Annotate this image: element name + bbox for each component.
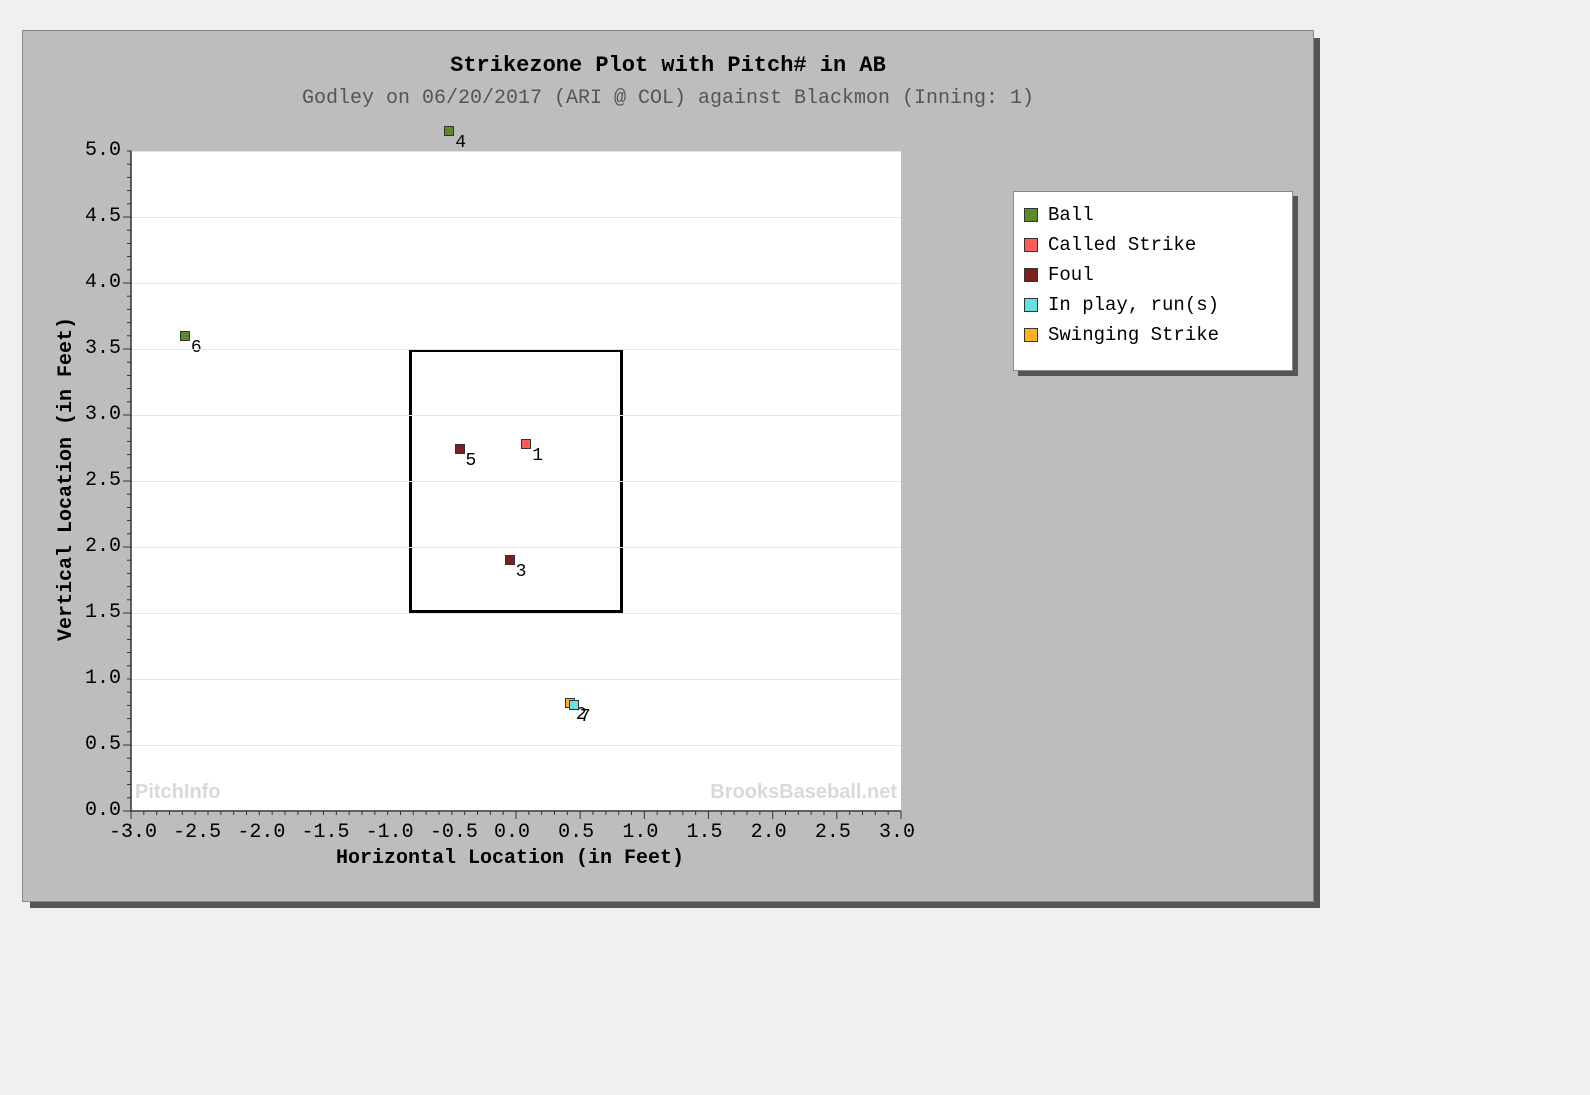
x-tick-label: 0.0 [494,821,530,844]
y-tick-label: 2.0 [85,535,121,558]
legend-item: Foul [1024,260,1278,290]
y-tick-label: 5.0 [85,139,121,162]
grid-line [131,415,901,416]
legend: Ball Called Strike Foul In play, run(s) Swin… [1013,191,1293,371]
pitch-label: 7 [580,707,591,727]
pitch-marker [505,555,515,565]
y-tick-label: 0.0 [85,799,121,822]
grid-line [131,811,901,812]
legend-label: Ball [1048,204,1094,226]
y-tick-label: 2.5 [85,469,121,492]
x-tick-label: -2.0 [237,821,285,844]
legend-label: Called Strike [1048,234,1196,256]
pitch-marker [569,700,579,710]
grid-line [131,547,901,548]
grid-line [131,283,901,284]
x-tick-label: 1.5 [687,821,723,844]
legend-swatch [1024,298,1038,312]
legend-item: In play, run(s) [1024,290,1278,320]
x-axis-label: Horizontal Location (in Feet) [336,847,684,870]
x-tick-label: -2.5 [173,821,221,844]
legend-swatch [1024,238,1038,252]
grid-line [131,679,901,680]
y-tick-label: 3.5 [85,337,121,360]
grid-line [131,151,901,152]
grid-line [131,613,901,614]
pitch-label: 3 [516,562,527,582]
pitch-marker [521,439,531,449]
legend-label: In play, run(s) [1048,294,1219,316]
legend-item: Ball [1024,200,1278,230]
x-tick-label: 3.0 [879,821,915,844]
legend-swatch [1024,268,1038,282]
x-tick-label: 1.0 [622,821,658,844]
legend-swatch [1024,208,1038,222]
chart-subtitle: Godley on 06/20/2017 (ARI @ COL) against… [23,87,1313,110]
pitch-label: 6 [191,338,202,358]
y-tick-label: 4.0 [85,271,121,294]
pitch-marker [444,126,454,136]
x-tick-label: 0.5 [558,821,594,844]
x-tick-label: -1.5 [302,821,350,844]
chart-panel: Strikezone Plot with Pitch# in AB Godley… [22,30,1314,902]
x-tick-label: -3.0 [109,821,157,844]
y-tick-label: 1.5 [85,601,121,624]
watermark-left: PitchInfo [135,781,221,804]
y-tick-label: 4.5 [85,205,121,228]
grid-line [131,349,901,350]
legend-label: Foul [1048,264,1094,286]
legend-label: Swinging Strike [1048,324,1219,346]
y-tick-label: 0.5 [85,733,121,756]
pitch-label: 5 [466,451,477,471]
pitch-marker [455,444,465,454]
grid-line [131,745,901,746]
legend-item: Called Strike [1024,230,1278,260]
pitch-label: 1 [532,446,543,466]
y-tick-label: 3.0 [85,403,121,426]
legend-swatch [1024,328,1038,342]
pitch-marker [180,331,190,341]
chart-container: Strikezone Plot with Pitch# in AB Godley… [0,0,1590,1095]
x-tick-label: 2.5 [815,821,851,844]
x-tick-label: 2.0 [751,821,787,844]
y-axis-label: Vertical Location (in Feet) [55,317,78,641]
chart-title: Strikezone Plot with Pitch# in AB [23,53,1313,78]
grid-line [131,217,901,218]
legend-item: Swinging Strike [1024,320,1278,350]
watermark-right: BrooksBaseball.net [710,781,897,804]
x-tick-label: -1.0 [366,821,414,844]
y-tick-label: 1.0 [85,667,121,690]
grid-line [131,481,901,482]
x-tick-label: -0.5 [430,821,478,844]
